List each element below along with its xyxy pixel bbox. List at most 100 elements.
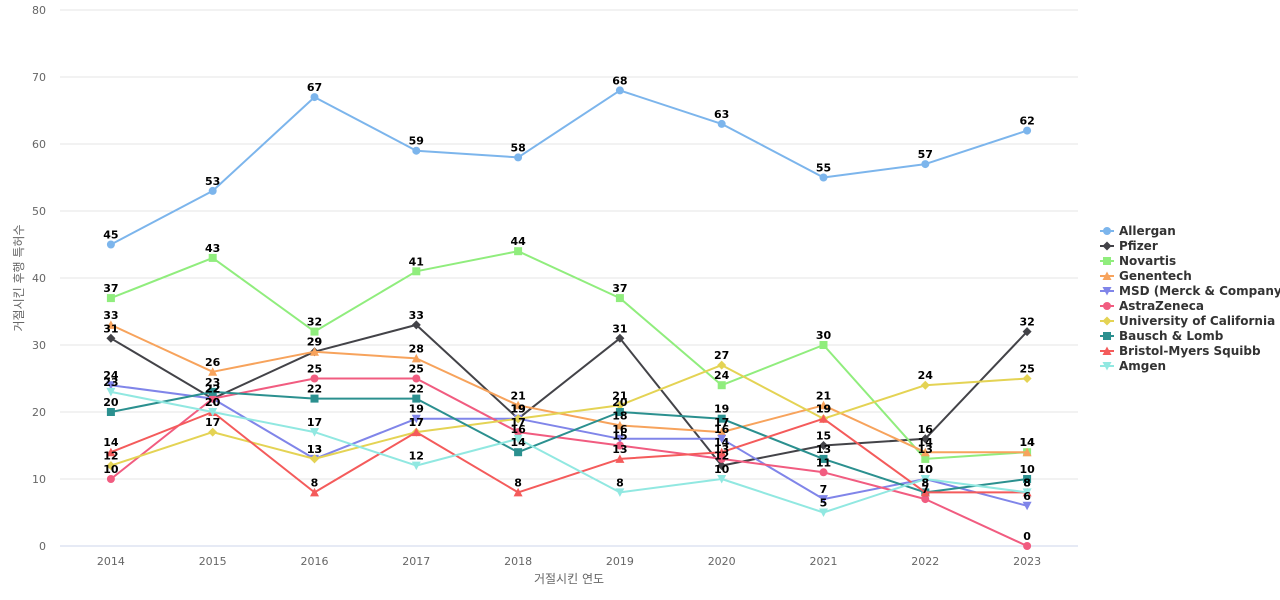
data-point-marker[interactable] xyxy=(514,247,523,256)
data-point-marker[interactable] xyxy=(615,488,625,497)
data-point-marker[interactable] xyxy=(819,441,828,450)
legend-label[interactable]: Genentech xyxy=(1119,269,1192,283)
data-point-marker[interactable] xyxy=(615,408,624,416)
series-genentech[interactable] xyxy=(106,320,1032,457)
legend-item[interactable]: Bausch & Lomb xyxy=(1100,329,1224,343)
data-point-marker[interactable] xyxy=(310,454,319,464)
legend-symbol[interactable] xyxy=(1103,257,1111,265)
data-point-marker[interactable] xyxy=(717,381,726,390)
data-point-marker[interactable] xyxy=(310,374,319,383)
legend-symbol[interactable] xyxy=(1103,227,1111,235)
data-point-marker[interactable] xyxy=(106,320,116,329)
data-point-marker[interactable] xyxy=(412,267,421,276)
data-point-marker[interactable] xyxy=(717,475,727,484)
series-line[interactable] xyxy=(110,364,1028,467)
legend-symbol[interactable] xyxy=(1102,362,1112,371)
legend-item[interactable]: AstraZeneca xyxy=(1100,299,1204,313)
data-point-marker[interactable] xyxy=(1022,447,1032,457)
data-point-marker[interactable] xyxy=(717,461,727,471)
data-point-marker[interactable] xyxy=(106,387,116,397)
data-point-marker[interactable] xyxy=(411,353,421,363)
data-point-marker[interactable] xyxy=(310,394,319,403)
data-point-marker[interactable] xyxy=(1023,542,1032,550)
legend-label[interactable]: Pfizer xyxy=(1119,239,1158,253)
data-point-marker[interactable] xyxy=(615,434,625,444)
data-point-marker[interactable] xyxy=(615,454,625,463)
data-point-marker[interactable] xyxy=(1023,475,1032,483)
data-point-marker[interactable] xyxy=(310,487,319,497)
data-point-marker[interactable] xyxy=(615,441,624,450)
data-point-marker[interactable] xyxy=(411,320,421,330)
data-point-marker[interactable] xyxy=(1022,374,1032,383)
legend-symbol[interactable] xyxy=(1102,241,1112,251)
series-astrazeneca[interactable] xyxy=(106,374,1032,551)
data-point-marker[interactable] xyxy=(513,487,523,497)
data-point-marker[interactable] xyxy=(513,434,523,444)
data-point-marker[interactable] xyxy=(1022,488,1032,497)
legend-item[interactable]: Allergan xyxy=(1100,224,1176,238)
data-point-marker[interactable] xyxy=(310,347,319,356)
legend-symbol[interactable] xyxy=(1103,332,1111,340)
legend-item[interactable]: Amgen xyxy=(1100,359,1166,373)
legend-item[interactable]: Novartis xyxy=(1100,254,1176,268)
data-point-marker[interactable] xyxy=(208,186,217,195)
data-point-marker[interactable] xyxy=(106,294,115,303)
series-line[interactable] xyxy=(110,411,1028,494)
legend-symbol[interactable] xyxy=(1102,316,1112,326)
data-point-marker[interactable] xyxy=(615,294,624,303)
series-allergan[interactable] xyxy=(106,86,1032,249)
data-point-marker[interactable] xyxy=(513,400,523,410)
data-point-marker[interactable] xyxy=(920,447,930,457)
data-point-marker[interactable] xyxy=(921,160,930,169)
data-point-marker[interactable] xyxy=(615,86,624,95)
data-point-marker[interactable] xyxy=(106,408,115,416)
data-point-marker[interactable] xyxy=(208,367,218,376)
data-point-marker[interactable] xyxy=(412,394,421,403)
legend-label[interactable]: MSD (Merck & Company) xyxy=(1119,284,1280,298)
data-point-marker[interactable] xyxy=(615,333,625,343)
legend-label[interactable]: AstraZeneca xyxy=(1119,299,1204,313)
legend-label[interactable]: Bristol-Myers Squibb xyxy=(1119,344,1261,358)
legend-label[interactable]: University of California xyxy=(1119,314,1275,328)
series-line[interactable] xyxy=(110,323,1028,454)
legend-item[interactable]: Bristol-Myers Squibb xyxy=(1100,344,1261,358)
series-line[interactable] xyxy=(110,377,1028,547)
series-line[interactable] xyxy=(110,390,1028,494)
data-point-marker[interactable] xyxy=(819,414,828,423)
legend-item[interactable]: Pfizer xyxy=(1100,239,1158,253)
legend-symbol[interactable] xyxy=(1103,302,1111,310)
data-point-marker[interactable] xyxy=(717,119,726,128)
series-novartis[interactable] xyxy=(106,247,1032,463)
legend-symbol[interactable] xyxy=(1102,287,1112,296)
data-point-marker[interactable] xyxy=(208,394,217,403)
data-point-marker[interactable] xyxy=(819,468,828,477)
data-point-marker[interactable] xyxy=(615,420,625,430)
data-point-marker[interactable] xyxy=(310,428,319,437)
data-point-marker[interactable] xyxy=(208,408,218,417)
data-point-marker[interactable] xyxy=(920,434,930,444)
series-amgen[interactable] xyxy=(106,387,1032,518)
data-point-marker[interactable] xyxy=(717,360,727,370)
legend-symbol[interactable] xyxy=(1102,271,1112,281)
legend-label[interactable]: Bausch & Lomb xyxy=(1119,329,1224,343)
legend-label[interactable]: Allergan xyxy=(1119,224,1176,238)
data-point-marker[interactable] xyxy=(310,327,319,336)
series-bausch-lomb[interactable] xyxy=(106,387,1032,497)
data-point-marker[interactable] xyxy=(106,447,116,457)
data-point-marker[interactable] xyxy=(411,414,421,424)
data-point-marker[interactable] xyxy=(819,495,828,504)
data-point-marker[interactable] xyxy=(920,475,930,484)
data-point-marker[interactable] xyxy=(106,333,116,343)
series-line[interactable] xyxy=(110,89,1028,246)
legend-item[interactable]: University of California xyxy=(1100,314,1275,328)
data-point-marker[interactable] xyxy=(310,93,319,102)
legend-label[interactable]: Amgen xyxy=(1119,359,1166,373)
data-point-marker[interactable] xyxy=(615,400,625,410)
data-point-marker[interactable] xyxy=(819,508,828,518)
data-point-marker[interactable] xyxy=(106,381,116,390)
series-line[interactable] xyxy=(110,384,1028,507)
legend-item[interactable]: Genentech xyxy=(1100,269,1192,283)
data-point-marker[interactable] xyxy=(819,400,828,410)
data-point-marker[interactable] xyxy=(717,434,727,444)
